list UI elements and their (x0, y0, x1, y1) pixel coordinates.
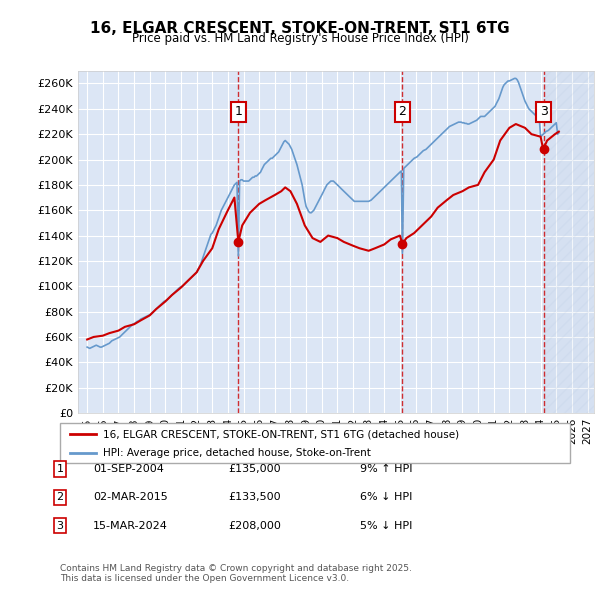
Text: £208,000: £208,000 (228, 521, 281, 530)
Text: 3: 3 (540, 106, 548, 119)
Text: 1: 1 (56, 464, 64, 474)
Text: 1: 1 (235, 106, 242, 119)
Text: Contains HM Land Registry data © Crown copyright and database right 2025.
This d: Contains HM Land Registry data © Crown c… (60, 563, 412, 583)
Text: £133,500: £133,500 (228, 493, 281, 502)
Text: 02-MAR-2015: 02-MAR-2015 (93, 493, 168, 502)
Text: 3: 3 (56, 521, 64, 530)
Text: HPI: Average price, detached house, Stoke-on-Trent: HPI: Average price, detached house, Stok… (103, 448, 371, 458)
Text: 15-MAR-2024: 15-MAR-2024 (93, 521, 168, 530)
Text: 5% ↓ HPI: 5% ↓ HPI (360, 521, 412, 530)
Text: 6% ↓ HPI: 6% ↓ HPI (360, 493, 412, 502)
Text: 9% ↑ HPI: 9% ↑ HPI (360, 464, 413, 474)
Text: 16, ELGAR CRESCENT, STOKE-ON-TRENT, ST1 6TG: 16, ELGAR CRESCENT, STOKE-ON-TRENT, ST1 … (90, 21, 510, 35)
Text: 2: 2 (398, 106, 406, 119)
Text: £135,000: £135,000 (228, 464, 281, 474)
Text: Price paid vs. HM Land Registry's House Price Index (HPI): Price paid vs. HM Land Registry's House … (131, 32, 469, 45)
Text: 2: 2 (56, 493, 64, 502)
FancyBboxPatch shape (60, 423, 570, 463)
Text: 16, ELGAR CRESCENT, STOKE-ON-TRENT, ST1 6TG (detached house): 16, ELGAR CRESCENT, STOKE-ON-TRENT, ST1 … (103, 430, 460, 440)
Bar (544, 71, 594, 413)
Text: 01-SEP-2004: 01-SEP-2004 (93, 464, 164, 474)
